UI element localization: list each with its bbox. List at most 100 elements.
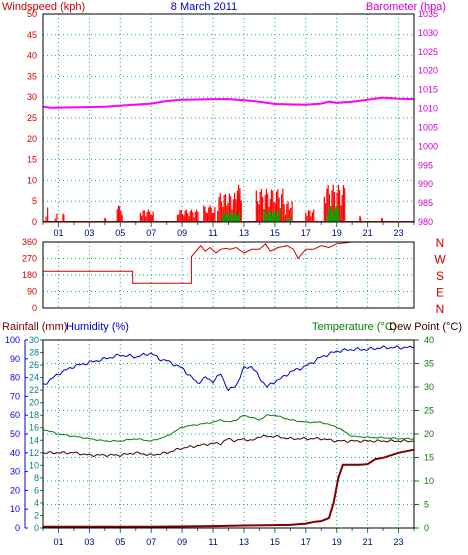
rainfall-tick-label: 4: [34, 498, 39, 508]
barometer-tick-label: 1035: [418, 9, 438, 19]
temperature-tick-label: 20: [424, 429, 434, 439]
barometer-tick-label: 985: [418, 198, 433, 208]
rainfall-tick-label: 24: [29, 373, 39, 383]
wind-chart-date-title: 8 March 2011: [171, 1, 237, 13]
temperature-tick-labels: 0 5 10 15 20 25 30 35 40: [414, 335, 434, 533]
humidity-tick-label: 100: [5, 335, 20, 345]
climate-x-tick-label: 09: [177, 537, 187, 547]
humidity-tick-label: 40: [10, 448, 20, 458]
temperature-tick-label: 10: [424, 476, 434, 486]
climate-x-tick-label: 01: [53, 537, 63, 547]
climate-panel: Rainfall (mm) Humidity (%) Temperature (…: [2, 321, 462, 547]
windspeed-tick-label: 15: [27, 155, 37, 165]
barometer-line: [42, 96, 415, 109]
barometer-tick-label: 980: [418, 217, 433, 227]
rainfall-tick-label: 28: [29, 348, 39, 358]
rainfall-tick-label: 14: [29, 435, 39, 445]
humidity-axis-title: Humidity (%): [66, 321, 129, 333]
humidity-tick-label: 90: [10, 354, 20, 364]
climate-x-tick-labels: 01 03 05 07 09 11 13 15 17 19 21 23: [42, 528, 415, 547]
humidity-line: [42, 345, 414, 392]
humidity-tick-label: 80: [10, 373, 20, 383]
wind-x-tick-label: 09: [177, 228, 187, 238]
climate-plot-frame: [42, 339, 415, 529]
climate-x-tick-label: 19: [332, 537, 342, 547]
temperature-axis-title: Temperature (°C): [312, 321, 396, 333]
direction-tick-label: 360: [22, 237, 37, 247]
direction-tick-label: 90: [27, 287, 37, 297]
humidity-tick-label: 60: [10, 410, 20, 420]
climate-x-tick-label: 11: [208, 537, 217, 547]
windspeed-tick-label: 40: [27, 51, 37, 61]
wind-x-tick-label: 07: [146, 228, 156, 238]
temperature-tick-label: 40: [424, 335, 434, 345]
rainfall-tick-label: 6: [34, 485, 39, 495]
climate-x-tick-label: 05: [115, 537, 125, 547]
barometer-tick-label: 995: [418, 160, 433, 170]
rainfall-line: [43, 448, 415, 528]
rainfall-tick-label: 10: [29, 460, 39, 470]
humidity-tick-label: 70: [10, 391, 20, 401]
windspeed-tick-label: 20: [27, 134, 37, 144]
windspeed-tick-label: 0: [32, 217, 37, 227]
windspeed-tick-label: 25: [27, 113, 37, 123]
humidity-tick-label: 10: [10, 504, 20, 514]
temperature-tick-label: 15: [424, 453, 434, 463]
wind-x-tick-label: 19: [332, 228, 342, 238]
barometer-tick-label: 1020: [418, 66, 438, 76]
barometer-tick-label: 1030: [418, 28, 438, 38]
wind-x-tick-label: 15: [270, 228, 280, 238]
rainfall-tick-label: 2: [34, 510, 39, 520]
dewpoint-axis-title: Dew Point (°C): [389, 321, 462, 333]
rainfall-tick-label: 30: [29, 335, 39, 345]
compass-label: E: [436, 286, 444, 300]
wind-x-tick-label: 23: [394, 228, 404, 238]
rainfall-tick-label: 16: [29, 423, 39, 433]
barometer-tick-label: 1005: [418, 122, 438, 132]
windspeed-tick-label: 10: [27, 175, 37, 185]
wind-x-tick-label: 05: [115, 228, 125, 238]
rainfall-tick-label: 22: [29, 385, 39, 395]
barometer-tick-labels: 980 985 990 995 1000 1005 1010 1015 1020 1025 1030…: [418, 9, 438, 227]
climate-x-tick-label: 23: [394, 537, 404, 547]
wind-grid: [43, 14, 414, 222]
compass-label: S: [436, 269, 444, 283]
wind-x-tick-label: 21: [363, 228, 373, 238]
barometer-tick-label: 1025: [418, 47, 438, 57]
humidity-tick-labels: 0 10 20 30 40 50 60 70 80 90 100: [5, 335, 28, 533]
rainfall-tick-label: 0: [34, 523, 39, 533]
rainfall-tick-label: 8: [34, 473, 39, 483]
wind-x-tick-labels: 01 03 05 07 09 11 13 15 17 19 21 23: [42, 222, 415, 238]
barometer-tick-label: 1010: [418, 104, 438, 114]
windspeed-tick-labels: 0 5 10 15 20 25 30 35 40 45 50: [27, 9, 37, 227]
wind-x-tick-label: 13: [239, 228, 249, 238]
windspeed-axis-title: Windspeed (kph): [2, 1, 85, 13]
temperature-tick-label: 25: [424, 406, 434, 416]
wind-x-tick-label: 01: [53, 228, 63, 238]
temperature-tick-label: 30: [424, 382, 434, 392]
climate-x-tick-label: 17: [301, 537, 311, 547]
rainfall-tick-label: 12: [29, 448, 39, 458]
rainfall-axis-title: Rainfall (mm): [2, 321, 67, 333]
compass-label: N: [436, 236, 445, 250]
windspeed-tick-label: 50: [27, 9, 37, 19]
barometer-tick-label: 1015: [418, 85, 438, 95]
gust-bars: [221, 205, 340, 222]
climate-grid: [43, 340, 414, 528]
climate-x-tick-label: 13: [239, 537, 249, 547]
direction-tick-label: 270: [22, 254, 37, 264]
wind-direction-line: [43, 241, 414, 284]
humidity-tick-label: 20: [10, 485, 20, 495]
barometer-tick-label: 990: [418, 179, 433, 189]
climate-x-tick-label: 03: [84, 537, 94, 547]
climate-x-tick-label: 15: [270, 537, 280, 547]
temperature-tick-label: 0: [424, 523, 429, 533]
rainfall-tick-label: 20: [29, 398, 39, 408]
wind-x-tick-label: 03: [84, 228, 94, 238]
direction-tick-label: 0: [32, 303, 37, 313]
direction-plot-frame: [42, 241, 415, 309]
humidity-tick-label: 30: [10, 467, 20, 477]
dewpoint-line: [42, 434, 415, 458]
